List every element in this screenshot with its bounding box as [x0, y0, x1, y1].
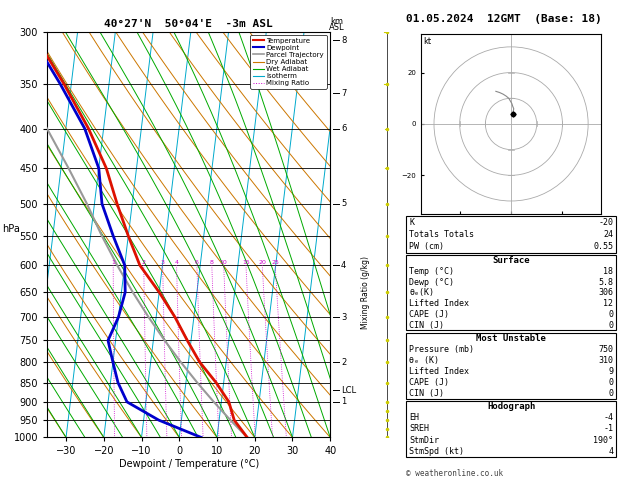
Text: K: K — [409, 218, 415, 227]
Text: 9: 9 — [608, 366, 613, 376]
Text: LCL: LCL — [341, 386, 356, 395]
Text: -20: -20 — [598, 218, 613, 227]
Text: 0: 0 — [608, 388, 613, 398]
Text: 01.05.2024  12GMT  (Base: 18): 01.05.2024 12GMT (Base: 18) — [406, 14, 601, 24]
Text: SREH: SREH — [409, 424, 430, 434]
Text: 6: 6 — [195, 260, 199, 265]
Text: StmDir: StmDir — [409, 435, 440, 445]
Text: StmSpd (kt): StmSpd (kt) — [409, 447, 464, 456]
Text: 24: 24 — [603, 230, 613, 239]
Text: km: km — [331, 17, 343, 26]
Text: θₑ (K): θₑ (K) — [409, 356, 440, 365]
Text: Temp (°C): Temp (°C) — [409, 267, 455, 276]
Text: kt: kt — [424, 36, 432, 46]
Text: 15: 15 — [242, 260, 250, 265]
Text: Hodograph: Hodograph — [487, 402, 535, 411]
Text: 5: 5 — [341, 199, 346, 208]
Text: 750: 750 — [598, 345, 613, 354]
Text: Lifted Index: Lifted Index — [409, 299, 469, 308]
Text: 12: 12 — [603, 299, 613, 308]
Text: 10: 10 — [220, 260, 228, 265]
Text: CIN (J): CIN (J) — [409, 321, 445, 330]
Legend: Temperature, Dewpoint, Parcel Trajectory, Dry Adiabat, Wet Adiabat, Isotherm, Mi: Temperature, Dewpoint, Parcel Trajectory… — [250, 35, 326, 89]
Text: 20: 20 — [259, 260, 266, 265]
Text: 8: 8 — [341, 36, 347, 45]
Text: -1: -1 — [603, 424, 613, 434]
Title: 40°27'N  50°04'E  -3m ASL: 40°27'N 50°04'E -3m ASL — [104, 19, 273, 30]
Text: 306: 306 — [598, 288, 613, 297]
Text: 5.8: 5.8 — [598, 278, 613, 287]
Text: Most Unstable: Most Unstable — [476, 334, 546, 343]
Text: CIN (J): CIN (J) — [409, 388, 445, 398]
Text: © weatheronline.co.uk: © weatheronline.co.uk — [406, 469, 503, 478]
Text: θₑ(K): θₑ(K) — [409, 288, 435, 297]
Text: Surface: Surface — [493, 256, 530, 265]
Text: 310: 310 — [598, 356, 613, 365]
Text: -4: -4 — [603, 413, 613, 422]
Text: 25: 25 — [271, 260, 279, 265]
Text: Mixing Ratio (g/kg): Mixing Ratio (g/kg) — [361, 256, 370, 329]
Text: 1: 1 — [341, 398, 346, 406]
Text: Pressure (mb): Pressure (mb) — [409, 345, 474, 354]
Text: CAPE (J): CAPE (J) — [409, 378, 450, 387]
Text: CAPE (J): CAPE (J) — [409, 310, 450, 319]
Text: 3: 3 — [341, 312, 347, 322]
Text: 4: 4 — [341, 260, 346, 270]
Text: 8: 8 — [210, 260, 214, 265]
Text: Dewp (°C): Dewp (°C) — [409, 278, 455, 287]
Text: Lifted Index: Lifted Index — [409, 366, 469, 376]
Text: PW (cm): PW (cm) — [409, 242, 445, 251]
Text: ASL: ASL — [330, 22, 345, 32]
Text: 18: 18 — [603, 267, 613, 276]
Text: 0.55: 0.55 — [593, 242, 613, 251]
Text: 7: 7 — [341, 88, 347, 98]
Text: 2: 2 — [142, 260, 146, 265]
Text: EH: EH — [409, 413, 420, 422]
Text: 4: 4 — [175, 260, 179, 265]
Text: 2: 2 — [341, 358, 346, 367]
Text: 190°: 190° — [593, 435, 613, 445]
Text: 0: 0 — [608, 378, 613, 387]
Text: 0: 0 — [608, 321, 613, 330]
Text: 6: 6 — [341, 124, 347, 133]
Text: 1: 1 — [111, 260, 115, 265]
Text: 0: 0 — [608, 310, 613, 319]
Text: 4: 4 — [608, 447, 613, 456]
X-axis label: Dewpoint / Temperature (°C): Dewpoint / Temperature (°C) — [119, 459, 259, 469]
Y-axis label: hPa: hPa — [2, 225, 19, 234]
Text: 3: 3 — [160, 260, 165, 265]
Text: Totals Totals: Totals Totals — [409, 230, 474, 239]
